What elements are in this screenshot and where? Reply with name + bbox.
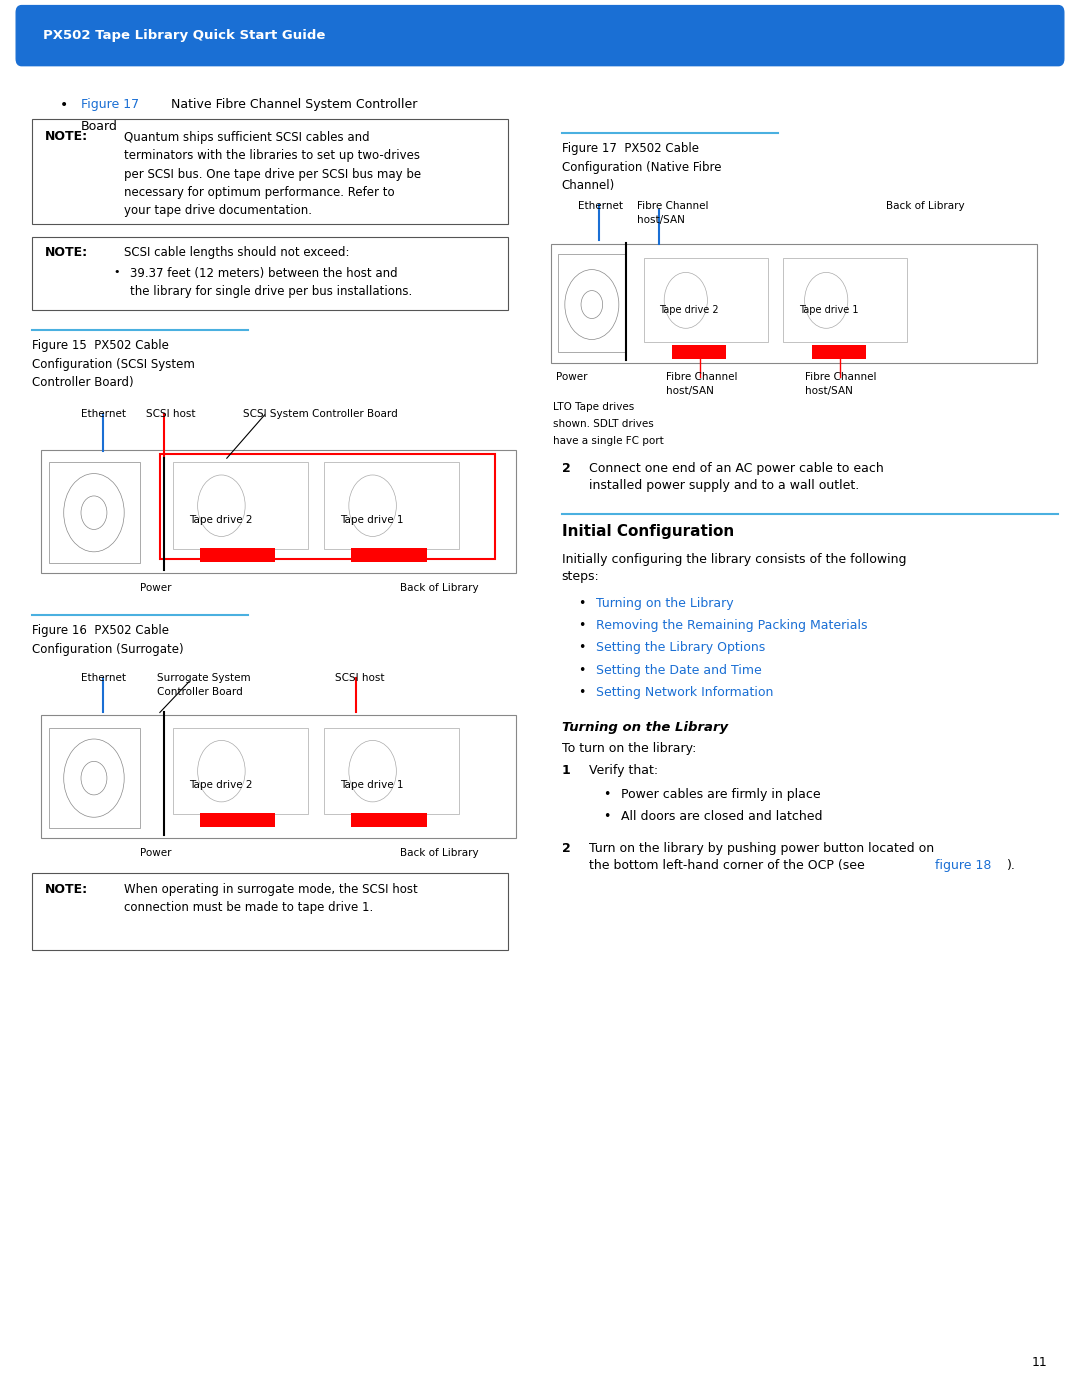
Text: Removing the Remaining Packing Materials: Removing the Remaining Packing Materials	[596, 619, 867, 631]
FancyBboxPatch shape	[16, 6, 1064, 66]
Text: Surrogate System: Surrogate System	[157, 673, 251, 683]
Text: host/SAN: host/SAN	[805, 386, 852, 395]
Text: installed power supply and to a wall outlet.: installed power supply and to a wall out…	[589, 479, 859, 492]
Text: 1: 1	[562, 764, 570, 777]
Text: •: •	[603, 810, 610, 823]
Text: Ethernet: Ethernet	[81, 409, 126, 419]
Text: ).: ).	[1007, 859, 1015, 872]
Text: Figure 17  PX502 Cable: Figure 17 PX502 Cable	[562, 142, 699, 155]
Text: Initial Configuration: Initial Configuration	[562, 524, 733, 539]
Text: the bottom left-hand corner of the OCP (see: the bottom left-hand corner of the OCP (…	[589, 859, 868, 872]
Text: Turn on the library by pushing power button located on: Turn on the library by pushing power but…	[589, 842, 934, 855]
Text: Back of Library: Back of Library	[400, 583, 478, 592]
Text: •: •	[113, 267, 120, 277]
Text: Figure 17: Figure 17	[81, 98, 139, 110]
Text: Turning on the Library: Turning on the Library	[562, 721, 728, 733]
Text: Native Fibre Channel System Controller: Native Fibre Channel System Controller	[167, 98, 418, 110]
Text: Quantum ships sufficient SCSI cables and: Quantum ships sufficient SCSI cables and	[124, 131, 369, 144]
Text: Connect one end of an AC power cable to each: Connect one end of an AC power cable to …	[589, 462, 883, 475]
Text: Power: Power	[556, 372, 588, 381]
Text: Configuration (Native Fibre: Configuration (Native Fibre	[562, 161, 721, 173]
Text: When operating in surrogate mode, the SCSI host: When operating in surrogate mode, the SC…	[124, 883, 418, 895]
Text: connection must be made to tape drive 1.: connection must be made to tape drive 1.	[124, 901, 374, 914]
Text: Tape drive 2: Tape drive 2	[659, 305, 718, 316]
Text: To turn on the library:: To turn on the library:	[562, 742, 696, 754]
Text: shown. SDLT drives: shown. SDLT drives	[553, 419, 653, 429]
Text: •: •	[603, 788, 610, 800]
FancyBboxPatch shape	[812, 345, 866, 359]
Text: Fibre Channel: Fibre Channel	[805, 372, 876, 381]
Text: •: •	[578, 664, 585, 676]
Text: •: •	[578, 641, 585, 654]
Text: SCSI System Controller Board: SCSI System Controller Board	[243, 409, 397, 419]
Text: Back of Library: Back of Library	[400, 848, 478, 858]
Text: terminators with the libraries to set up two-drives: terminators with the libraries to set up…	[124, 149, 420, 162]
Text: Verify that:: Verify that:	[589, 764, 658, 777]
Text: Controller Board: Controller Board	[157, 687, 242, 697]
Text: Tape drive 2: Tape drive 2	[189, 780, 253, 791]
FancyBboxPatch shape	[351, 813, 427, 827]
Text: 39.37 feet (12 meters) between the host and: 39.37 feet (12 meters) between the host …	[130, 267, 397, 279]
Text: host/SAN: host/SAN	[666, 386, 714, 395]
Text: LTO Tape drives: LTO Tape drives	[553, 402, 634, 412]
Text: 2: 2	[562, 842, 570, 855]
Text: Configuration (SCSI System: Configuration (SCSI System	[32, 358, 195, 370]
Text: Tape drive 2: Tape drive 2	[189, 514, 253, 525]
Text: Power: Power	[140, 848, 172, 858]
Text: PX502 Tape Library Quick Start Guide: PX502 Tape Library Quick Start Guide	[43, 29, 325, 42]
Text: steps:: steps:	[562, 570, 599, 583]
Text: Board: Board	[81, 120, 118, 133]
Text: Ethernet: Ethernet	[81, 673, 126, 683]
Text: Power: Power	[140, 583, 172, 592]
Text: your tape drive documentation.: your tape drive documentation.	[124, 204, 312, 217]
FancyBboxPatch shape	[200, 548, 275, 562]
Text: Fibre Channel: Fibre Channel	[666, 372, 738, 381]
Text: Ethernet: Ethernet	[578, 201, 623, 211]
FancyBboxPatch shape	[351, 548, 427, 562]
Text: NOTE:: NOTE:	[45, 246, 89, 258]
Text: the library for single drive per bus installations.: the library for single drive per bus ins…	[130, 285, 411, 298]
Text: •: •	[59, 98, 68, 112]
Text: Setting the Date and Time: Setting the Date and Time	[596, 664, 761, 676]
Text: 11: 11	[1031, 1356, 1048, 1369]
Text: All doors are closed and latched: All doors are closed and latched	[621, 810, 823, 823]
Text: NOTE:: NOTE:	[45, 883, 89, 895]
Text: Figure 15  PX502 Cable: Figure 15 PX502 Cable	[32, 339, 170, 352]
Text: •: •	[578, 597, 585, 609]
Text: Channel): Channel)	[562, 179, 615, 191]
Text: •: •	[578, 686, 585, 698]
FancyBboxPatch shape	[672, 345, 726, 359]
Text: Configuration (Surrogate): Configuration (Surrogate)	[32, 643, 184, 655]
Text: necessary for optimum performance. Refer to: necessary for optimum performance. Refer…	[124, 186, 395, 198]
Text: Power cables are firmly in place: Power cables are firmly in place	[621, 788, 821, 800]
Text: have a single FC port: have a single FC port	[553, 436, 664, 446]
Text: Tape drive 1: Tape drive 1	[340, 780, 404, 791]
Text: 2: 2	[562, 462, 570, 475]
Text: Tape drive 1: Tape drive 1	[340, 514, 404, 525]
Text: Tape drive 1: Tape drive 1	[799, 305, 859, 316]
Text: •: •	[578, 619, 585, 631]
Text: Initially configuring the library consists of the following: Initially configuring the library consis…	[562, 553, 906, 566]
Text: Turning on the Library: Turning on the Library	[596, 597, 733, 609]
Text: SCSI cable lengths should not exceed:: SCSI cable lengths should not exceed:	[124, 246, 350, 258]
FancyBboxPatch shape	[200, 813, 275, 827]
Text: SCSI host: SCSI host	[335, 673, 384, 683]
Text: Figure 16  PX502 Cable: Figure 16 PX502 Cable	[32, 624, 170, 637]
Text: NOTE:: NOTE:	[45, 130, 89, 142]
Text: Setting the Library Options: Setting the Library Options	[596, 641, 766, 654]
Text: SCSI host: SCSI host	[146, 409, 195, 419]
Text: Back of Library: Back of Library	[886, 201, 964, 211]
Text: host/SAN: host/SAN	[637, 215, 685, 225]
Text: Setting Network Information: Setting Network Information	[596, 686, 773, 698]
Text: figure 18: figure 18	[935, 859, 991, 872]
Text: Fibre Channel: Fibre Channel	[637, 201, 708, 211]
Text: per SCSI bus. One tape drive per SCSI bus may be: per SCSI bus. One tape drive per SCSI bu…	[124, 168, 421, 180]
Text: Controller Board): Controller Board)	[32, 376, 134, 388]
